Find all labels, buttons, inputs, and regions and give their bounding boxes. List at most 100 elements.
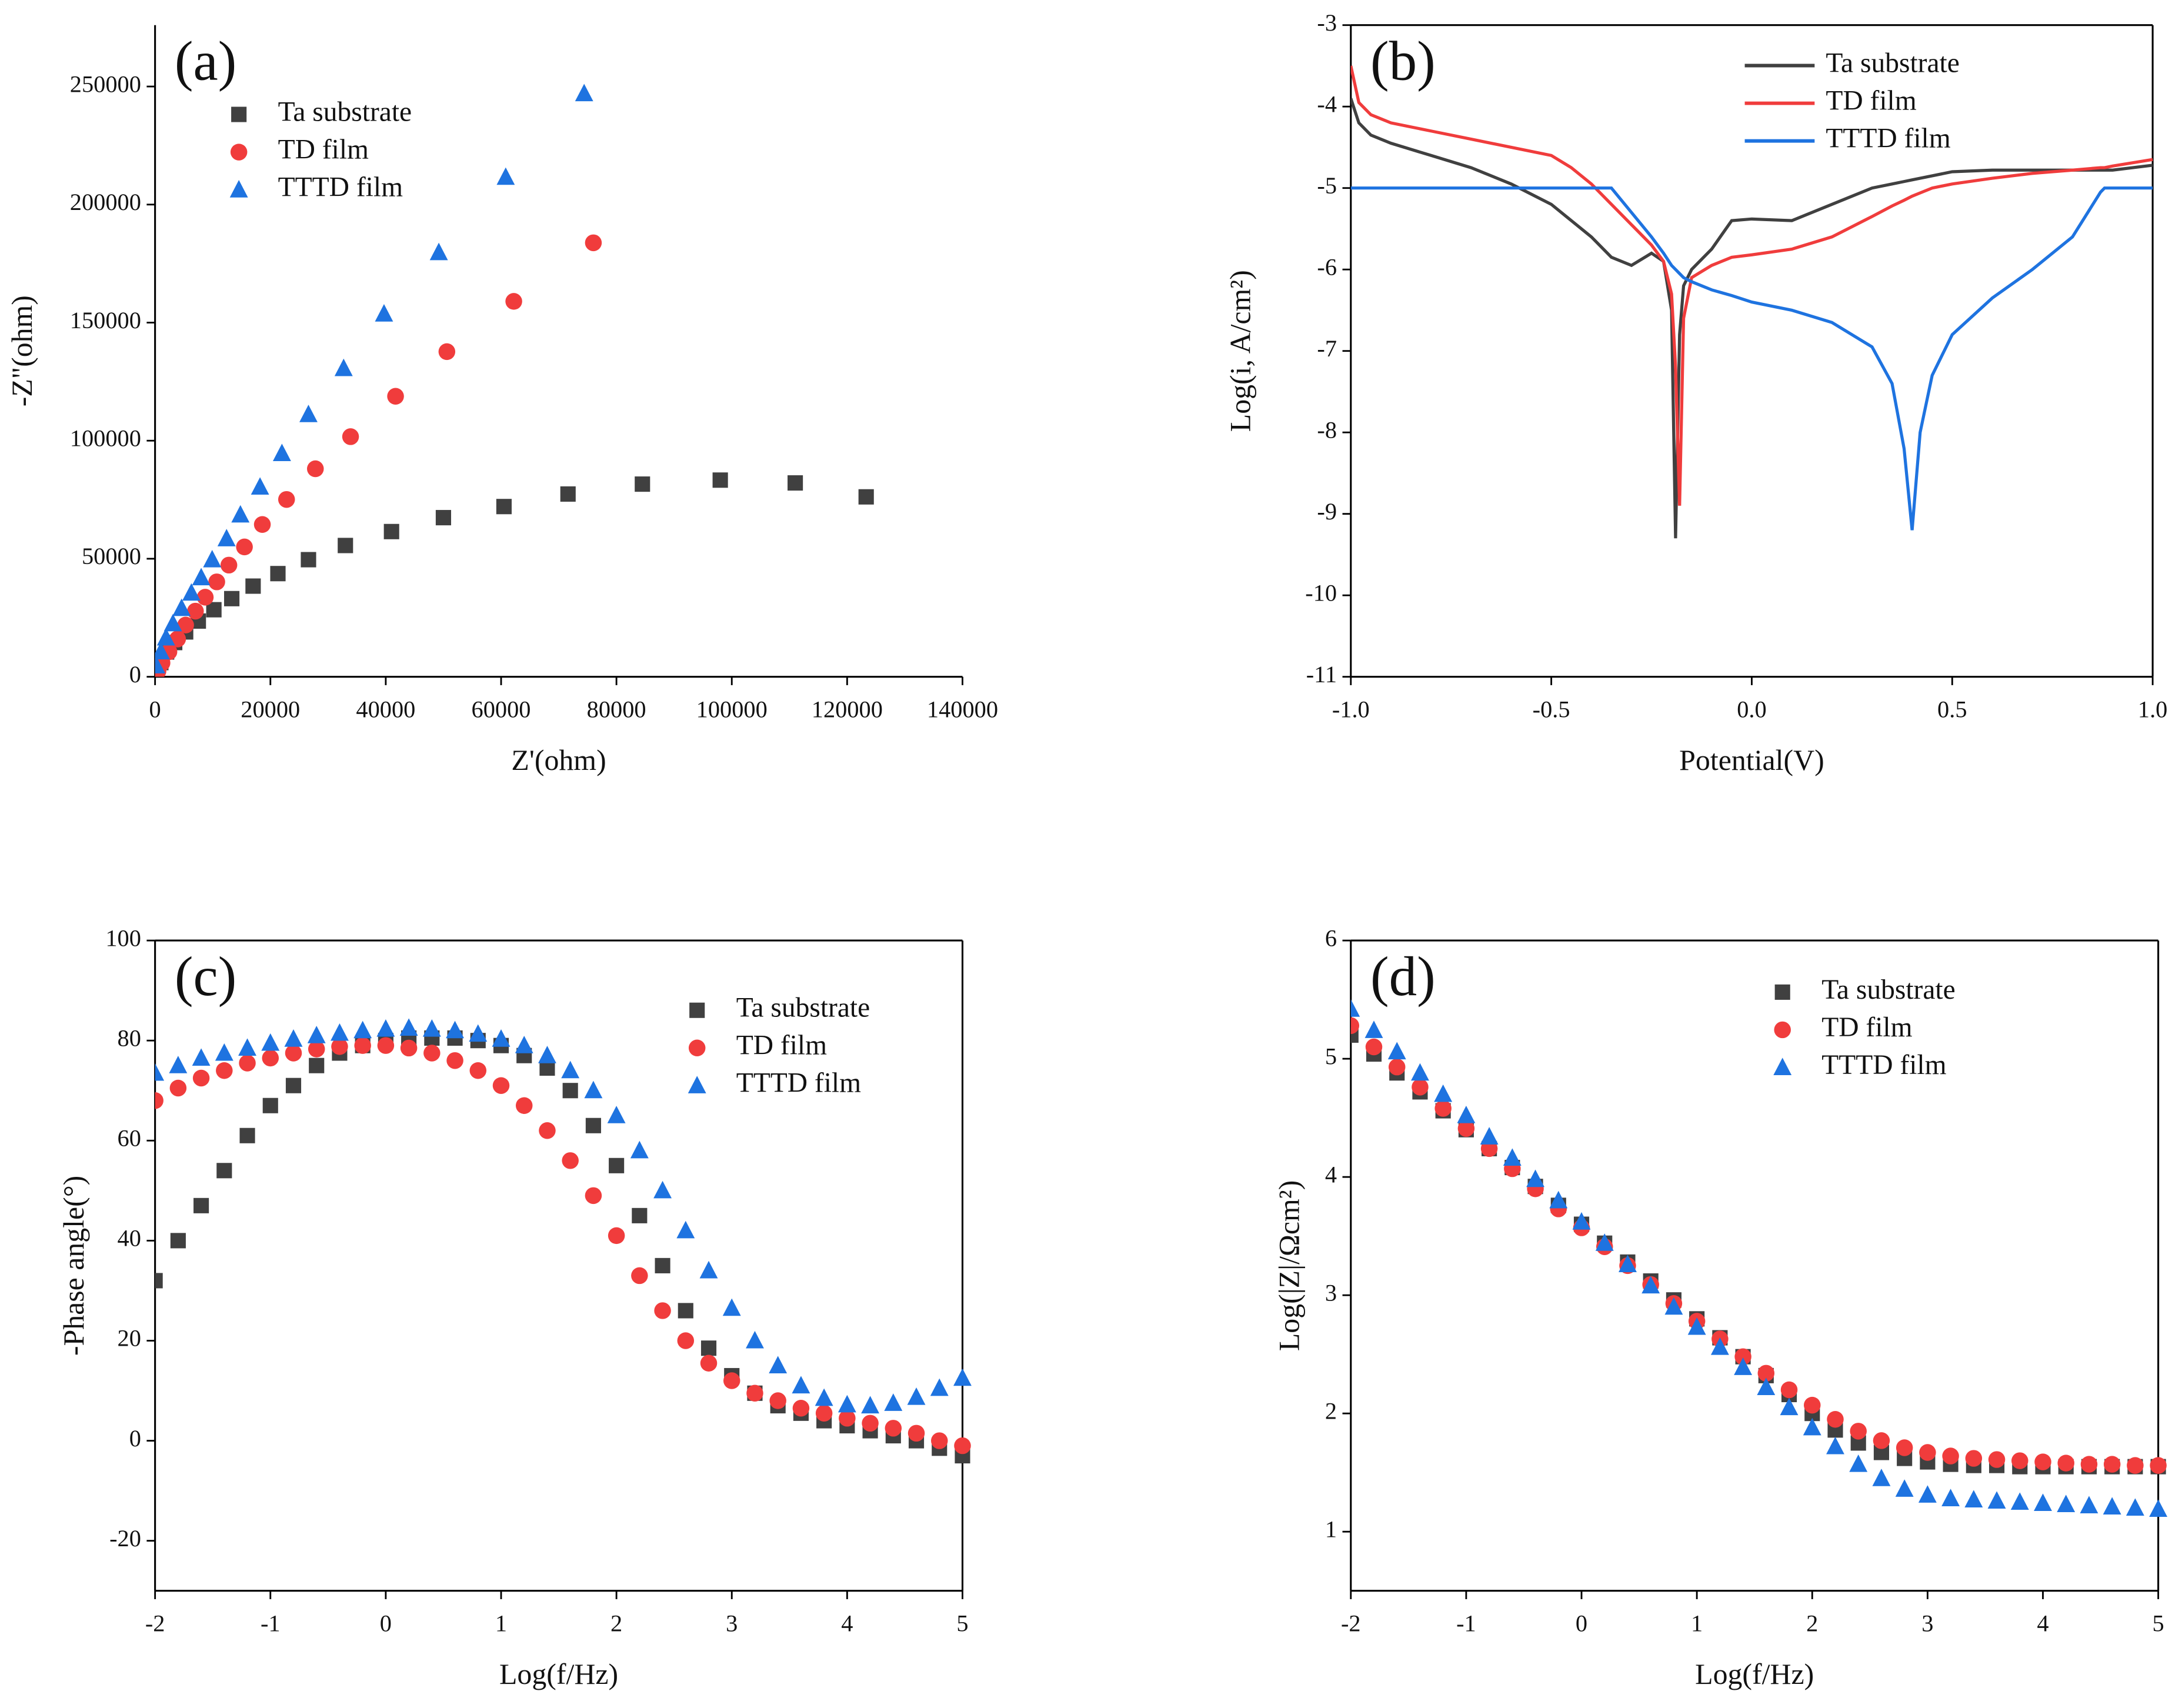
marker-square [632,1207,648,1223]
marker-circle [236,538,253,556]
marker-circle [505,293,522,310]
y-tick-label: 80 [118,1025,141,1051]
x-tick-label: -1 [261,1610,281,1636]
marker-triangle [334,358,353,376]
marker-triangle [155,656,166,673]
marker-circle [1734,1348,1751,1365]
marker-triangle [1826,1436,1844,1455]
x-axis-label: Log(f/Hz) [499,1658,618,1690]
marker-circle [908,1425,925,1442]
y-tick-label: 250000 [70,71,141,97]
marker-triangle [746,1330,764,1349]
marker-circle [400,1039,418,1057]
marker-triangle [1434,1084,1453,1102]
marker-triangle [169,1056,188,1073]
x-tick-label: 1.0 [2138,696,2167,722]
marker-circle [1350,1017,1360,1035]
marker-circle [515,1097,533,1114]
x-tick-label: 5 [2153,1610,2164,1636]
marker-circle [423,1045,441,1062]
marker-triangle [2126,1498,2144,1516]
legend-label: TD film [736,1030,827,1061]
marker-square [712,472,728,488]
marker-triangle [2010,1492,2029,1510]
x-tick-label: 0 [1576,1610,1587,1636]
marker-circle [438,343,456,361]
marker-triangle [1549,1190,1568,1209]
y-tick-label: -5 [1317,172,1337,199]
x-tick-label: 120000 [812,696,883,722]
marker-circle [585,1187,602,1205]
marker-circle [308,1040,325,1058]
marker-square [562,1083,578,1099]
marker-circle [1780,1381,1798,1399]
marker-triangle [182,583,201,601]
y-tick-label: -8 [1317,416,1337,443]
x-tick-label: 0 [149,696,161,722]
marker-triangle [1734,1357,1753,1375]
marker-circle [862,1415,879,1432]
marker-triangle [2034,1493,2052,1512]
legend-marker [688,1039,706,1057]
x-tick-label: 4 [2037,1610,2048,1636]
x-axis-label: Z'(ohm) [511,744,606,776]
marker-circle [562,1152,579,1169]
marker-triangle [1526,1169,1545,1187]
marker-square [585,1117,601,1133]
marker-circle [192,1069,210,1087]
y-tick-label: 60 [118,1125,141,1152]
marker-triangle [192,568,211,586]
marker-square [170,1233,186,1249]
marker-circle [1457,1120,1475,1137]
marker-triangle [231,505,250,523]
marker-triangle [422,1019,441,1037]
marker-circle [208,573,225,591]
marker-triangle [299,405,318,422]
legend-marker [688,1076,706,1093]
panel-label: (c) [175,945,236,1008]
x-tick-label: -1 [1456,1610,1476,1636]
y-tick-label: -6 [1317,253,1337,280]
marker-triangle [1918,1485,1937,1503]
marker-triangle [1757,1377,1776,1396]
y-axis-label: -Z"(ohm) [6,295,38,406]
marker-circle [377,1037,395,1054]
x-tick-label: 3 [1921,1610,1933,1636]
y-tick-label: 100000 [70,425,141,452]
marker-square [245,578,261,594]
marker-square [788,475,803,491]
marker-triangle [575,84,593,102]
marker-square [700,1340,717,1356]
marker-circle [539,1122,556,1139]
marker-triangle [1895,1479,1914,1497]
marker-circle [2080,1456,2098,1473]
legend-label: TTTD film [1826,124,1950,154]
marker-square [338,538,353,553]
plot-area [1350,65,2153,539]
x-tick-label: 80000 [587,696,646,722]
marker-square [609,1157,625,1173]
marker-triangle [192,1048,211,1066]
marker-circle [342,428,359,445]
marker-circle [285,1045,302,1062]
panel-label: (b) [1370,30,1436,92]
plot-area [155,1018,972,1464]
marker-square [678,1303,693,1319]
marker-triangle [261,1033,280,1051]
marker-triangle [376,1019,395,1037]
marker-circle [492,1077,510,1094]
x-tick-label: 0.5 [1937,696,1967,722]
marker-triangle [1964,1490,1983,1507]
marker-triangle [1503,1148,1522,1166]
marker-circle [2127,1457,2144,1474]
x-tick-label: -1.0 [1332,696,1370,722]
legend-label: TTTD film [278,172,403,203]
marker-circle [331,1038,348,1055]
marker-circle [2150,1457,2167,1474]
x-axis-label: Log(f/Hz) [1695,1658,1814,1690]
legend-marker [689,1002,705,1018]
marker-triangle [284,1029,303,1047]
marker-triangle [792,1376,810,1394]
marker-circle [387,388,404,405]
marker-triangle [1687,1317,1706,1335]
